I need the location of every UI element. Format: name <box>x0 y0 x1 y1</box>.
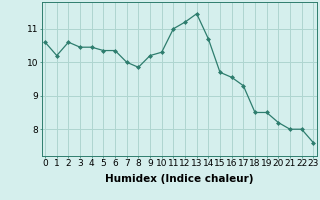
X-axis label: Humidex (Indice chaleur): Humidex (Indice chaleur) <box>105 174 253 184</box>
